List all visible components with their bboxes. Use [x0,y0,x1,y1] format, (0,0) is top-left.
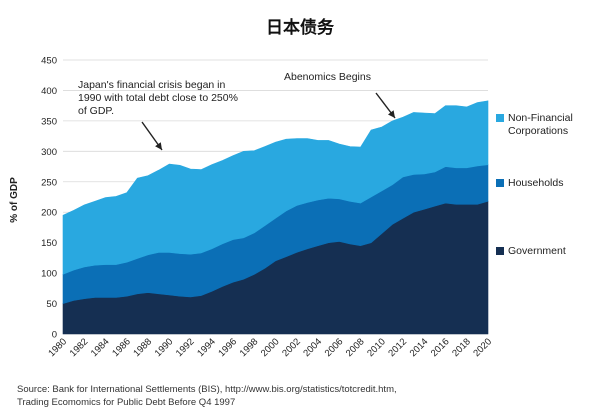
x-tick-label: 2006 [323,336,346,359]
x-tick-label: 2012 [386,336,409,359]
abenomics-annotation-text: Abenomics Begins [284,71,371,83]
x-tick-label: 2000 [259,336,282,359]
x-tick-label: 1990 [153,336,176,359]
y-tick-label: 0 [52,330,57,341]
y-tick-label: 300 [41,147,57,158]
y-tick-label: 150 [41,238,57,249]
legend-swatch-corporations [496,114,504,122]
source-line-2: Trading Ecomomics for Public Debt Before… [17,397,235,408]
legend: Non-Financial Corporations Households Go… [496,112,573,257]
legend-label-corporations-line-1: Non-Financial [508,112,573,124]
legend-label-households: Households [508,177,563,189]
area-series [62,100,489,335]
crisis-annotation-line-2: 1990 with total debt close to 250% [78,92,238,104]
x-tick-label: 1986 [110,336,133,359]
x-tick-label: 1988 [131,336,154,359]
x-tick-label: 2020 [471,336,494,359]
crisis-arrow-head [155,142,162,150]
x-tick-label: 2002 [280,336,303,359]
y-tick-label: 450 [41,56,57,67]
abenomics-arrow-head [388,110,395,118]
x-tick-label: 1998 [238,336,261,359]
x-tick-label: 1996 [216,336,239,359]
x-tick-label: 1982 [68,336,91,359]
y-tick-label: 50 [46,299,57,310]
x-tick-label: 1980 [46,336,69,359]
y-axis-ticks: 0 50 100 150 200 250 300 350 400 450 [41,56,57,341]
y-axis-label: % of GDP [9,177,20,223]
y-tick-label: 350 [41,116,57,127]
x-tick-label: 2008 [344,336,367,359]
x-tick-label: 2010 [365,336,388,359]
legend-swatch-government [496,247,504,255]
area-non-financial-corporations [62,100,489,275]
x-tick-label: 2014 [408,336,431,359]
crisis-annotation-line-1: Japan's financial crisis began in [78,79,225,91]
x-tick-label: 2016 [429,336,452,359]
crisis-annotation-line-3: of GDP. [78,105,114,117]
legend-swatch-households [496,179,504,187]
x-tick-label: 1984 [89,336,112,359]
legend-label-corporations-line-2: Corporations [508,125,568,137]
x-tick-label: 1992 [174,336,197,359]
y-tick-label: 400 [41,86,57,97]
y-tick-label: 100 [41,269,57,280]
y-tick-label: 200 [41,208,57,219]
abenomics-annotation: Abenomics Begins [284,71,396,119]
x-tick-label: 2004 [301,336,324,359]
x-tick-label: 1994 [195,336,218,359]
y-tick-label: 250 [41,177,57,188]
x-axis-ticks: 1980198219841986198819901992199419961998… [46,336,494,359]
source-line-1: Source: Bank for International Settlemen… [17,384,397,395]
crisis-annotation: Japan's financial crisis began in 1990 w… [78,79,238,151]
chart-title: 日本债务 [266,17,335,38]
legend-label-government: Government [508,245,566,257]
x-tick-label: 2018 [450,336,473,359]
